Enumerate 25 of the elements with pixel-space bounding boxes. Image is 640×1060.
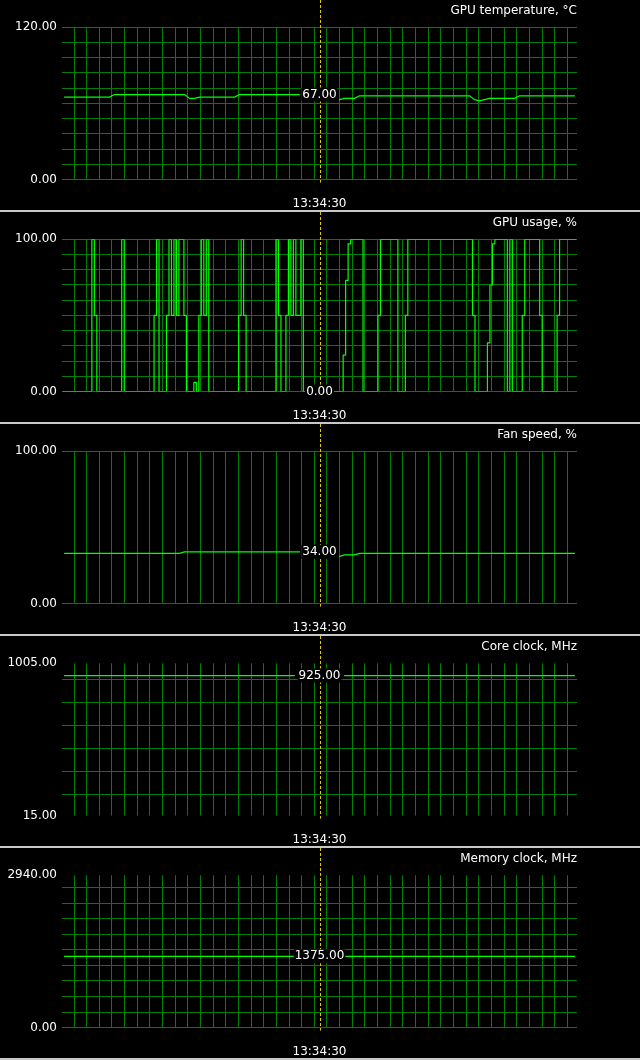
x-tick-label: 13:34:30 [292,407,347,422]
y-tick-label: 100.00 [15,231,57,246]
annotation: 1375.00 [294,948,345,963]
chart-title: Fan speed, % [497,427,577,442]
y-tick-label: 0.00 [30,595,57,610]
y-tick-label: 2940.00 [7,867,57,882]
y-tick-label: 15.00 [22,807,57,822]
chart-title: GPU usage, % [492,215,577,230]
annotation: 925.00 [298,667,341,682]
annotation: 34.00 [302,543,337,558]
chart-title: Core clock, MHz [481,639,577,654]
y-tick-label: 0.00 [30,171,57,186]
chart-title: GPU temperature, °C [450,3,577,18]
y-tick-label: 0.00 [30,1019,57,1034]
x-tick-label: 13:34:30 [292,195,347,210]
annotation: 0.00 [306,383,333,398]
annotation: 67.00 [302,86,337,101]
y-tick-label: 0.00 [30,383,57,398]
y-tick-label: 1005.00 [7,655,57,670]
y-tick-label: 120.00 [15,19,57,34]
chart-title: Memory clock, MHz [460,851,577,866]
x-tick-label: 13:34:30 [292,1043,347,1058]
y-tick-label: 100.00 [15,443,57,458]
x-tick-label: 13:34:30 [292,619,347,634]
x-tick-label: 13:34:30 [292,831,347,846]
